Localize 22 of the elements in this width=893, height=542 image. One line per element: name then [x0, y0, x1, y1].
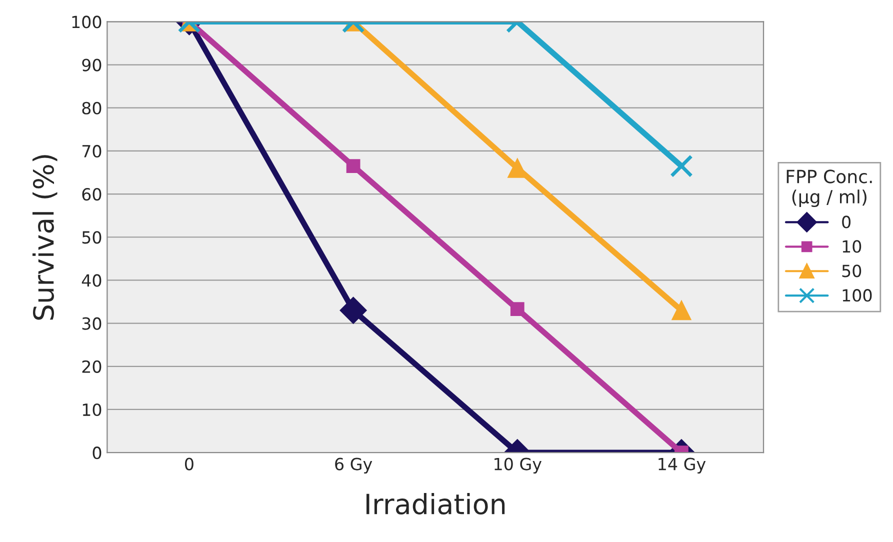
x-axis-title: Irradiation: [366, 493, 505, 515]
y-tick-label: 60: [82, 188, 102, 201]
legend-title: FPP Conc. (µg / ml): [786, 170, 872, 208]
y-tick-label: 40: [82, 274, 102, 287]
y-tick-label: 70: [82, 144, 102, 158]
x-tick-label: 10 Gy: [494, 458, 542, 474]
y-tick-label: 90: [82, 58, 102, 72]
y-tick-label: 20: [82, 360, 102, 373]
y-tick-label: 10: [82, 403, 102, 416]
y-axis-title: Survival (%): [32, 155, 58, 320]
legend-label: 50: [842, 264, 862, 278]
x-tick-label: 6 Gy: [335, 458, 372, 474]
y-tick-label: 80: [82, 102, 102, 114]
x-tick-label: 14 Gy: [658, 458, 706, 474]
x-tick-label: 0: [185, 458, 194, 470]
legend-label: 0: [842, 216, 850, 228]
legend-label: 100: [842, 289, 872, 302]
y-tick-label: 30: [82, 317, 102, 330]
y-tick-label: 50: [82, 231, 102, 244]
y-tick-label: 100: [72, 16, 102, 28]
y-tick-label: 0: [92, 446, 102, 460]
legend-label: 10: [842, 240, 862, 253]
